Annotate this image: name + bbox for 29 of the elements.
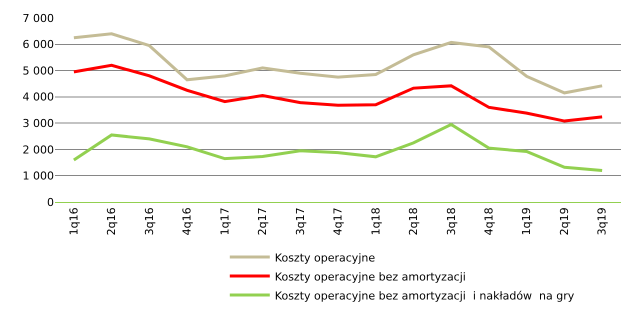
y-tick-label: 7 000 bbox=[22, 12, 54, 25]
x-tick-label: 1q16 bbox=[67, 207, 80, 236]
x-tick-label: 4q17 bbox=[332, 207, 345, 236]
x-tick-label: 2q19 bbox=[558, 207, 571, 236]
y-tick-label: 2 000 bbox=[22, 143, 54, 156]
x-tick-label: 1q19 bbox=[520, 207, 534, 236]
y-tick-label: 6 000 bbox=[22, 38, 54, 52]
legend-label: Koszty operacyjne bez amortyzacji i nakładów na gry bbox=[274, 289, 575, 302]
x-tick-label: 3q18 bbox=[444, 207, 458, 236]
y-tick-label: 0 bbox=[47, 196, 54, 209]
y-tick-label: 3 000 bbox=[22, 116, 54, 130]
legend-label: Koszty operacyjne bez amortyzacji bbox=[274, 270, 466, 284]
x-tick-label: 2q17 bbox=[256, 207, 270, 236]
legend-label: Koszty operacyjne bbox=[274, 251, 376, 264]
y-tick-label: 5 000 bbox=[22, 64, 54, 78]
x-tick-label: 1q18 bbox=[369, 207, 382, 236]
x-tick-label: 4q16 bbox=[180, 207, 194, 236]
x-tick-label: 2q16 bbox=[105, 207, 118, 236]
y-tick-label: 4 000 bbox=[22, 90, 54, 104]
line-series bbox=[72, 32, 604, 94]
x-tick-label: 2q18 bbox=[407, 207, 420, 236]
line-series bbox=[72, 64, 604, 123]
x-tick-label: 3q16 bbox=[142, 207, 156, 236]
x-tick-label: 4q18 bbox=[482, 207, 496, 236]
x-tick-label: 3q19 bbox=[596, 207, 609, 236]
line-series bbox=[72, 122, 604, 172]
x-tick-label: 1q17 bbox=[218, 207, 232, 236]
x-tick-label: 3q17 bbox=[294, 207, 307, 236]
y-tick-label: 1 000 bbox=[22, 170, 54, 183]
